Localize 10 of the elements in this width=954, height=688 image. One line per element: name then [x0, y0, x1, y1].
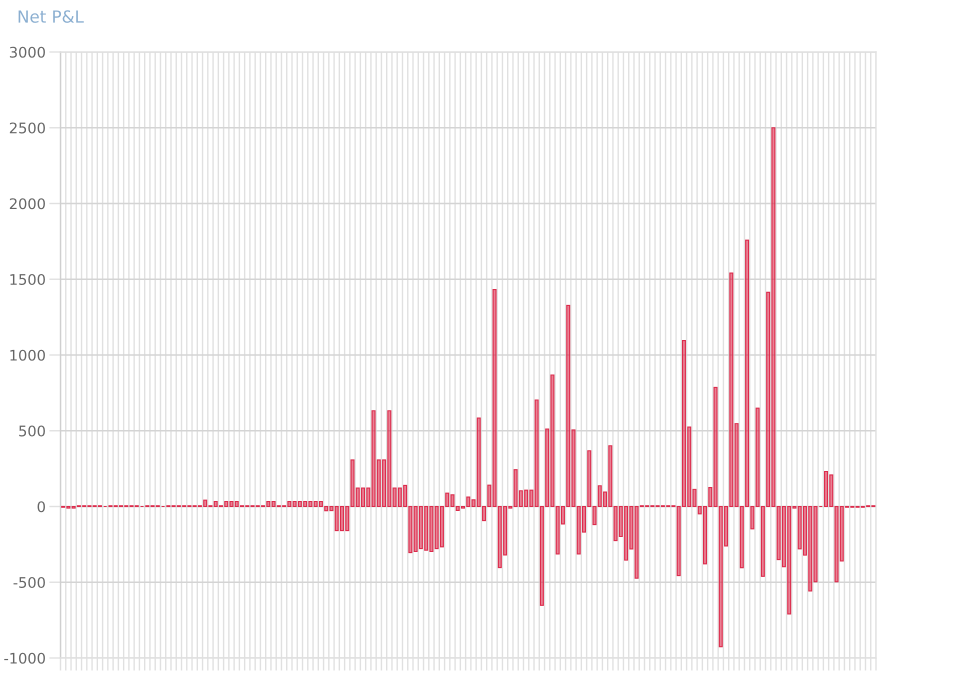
- y-tick-label: 1000: [10, 350, 45, 361]
- y-tick-label: -1000: [4, 652, 45, 664]
- y-tick-label: 1500: [10, 274, 45, 285]
- y-tick-label: 0: [38, 501, 45, 512]
- y-tick-label: -500: [14, 576, 45, 588]
- y-tick-label: 500: [19, 425, 45, 436]
- y-tick-label: 3000: [10, 46, 45, 58]
- y-tick-label: 2000: [10, 198, 45, 210]
- chart-title: Net P&L: [18, 10, 84, 23]
- y-tick-label: 2500: [10, 122, 45, 134]
